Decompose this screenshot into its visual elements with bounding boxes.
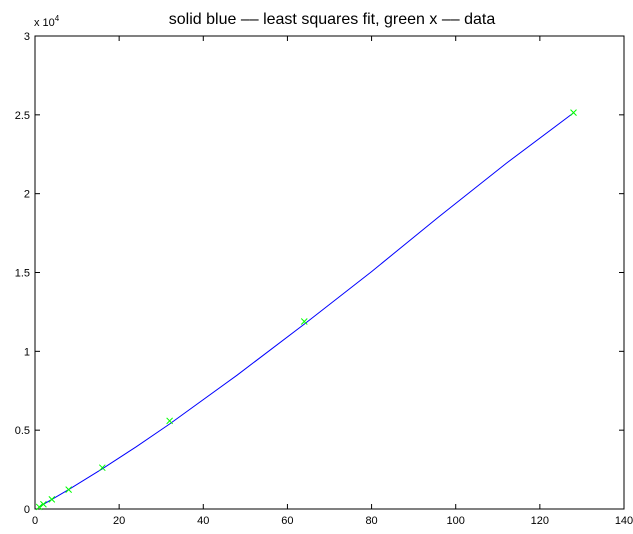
data-point-stroke (65, 486, 73, 493)
y-tick-label: 2.5 (15, 110, 30, 122)
data-point-stroke (300, 318, 308, 325)
x-tick-label: 20 (113, 515, 125, 527)
y-tick-label: 0.5 (15, 425, 30, 437)
x-tick-label: 80 (365, 515, 377, 527)
data-point-marker (65, 486, 73, 493)
data-point-stroke (570, 109, 577, 116)
x-axis: 0 20 40 60 80 100 120 140 (32, 36, 633, 527)
x-tick-label: 140 (615, 515, 633, 527)
data-point-stroke (98, 464, 106, 472)
x-tick-label: 0 (32, 515, 38, 527)
x-tick-label: 40 (197, 515, 209, 527)
data-point-marker (166, 417, 173, 425)
y-tick-label: 2 (24, 189, 30, 201)
data-point-stroke (40, 500, 47, 508)
y-axis-multiplier: x 104 (34, 14, 60, 29)
data-point-marker (98, 464, 106, 472)
x-tick-label: 60 (281, 515, 293, 527)
series-layer (35, 109, 577, 511)
data-point-marker (48, 496, 56, 503)
chart-title: solid blue –– least squares fit, green x… (169, 11, 496, 28)
y-tick-label: 1 (24, 346, 30, 358)
y-tick-label: 3 (24, 31, 30, 43)
y-tick-label: 1.5 (15, 268, 30, 280)
data-point-marker (570, 109, 577, 116)
y-tick-label: 0 (24, 504, 30, 516)
data-point-marker (35, 503, 43, 511)
x-tick-label: 100 (447, 515, 465, 527)
data-point-marker (40, 500, 47, 508)
data-point-stroke (35, 503, 43, 511)
x-tick-label: 120 (531, 515, 549, 527)
y-axis-multiplier-base: x 10 (34, 17, 55, 29)
data-point-marker (300, 318, 308, 325)
data-point-stroke (48, 496, 56, 503)
y-axis-multiplier-exponent: 4 (55, 14, 60, 23)
data-point-stroke (166, 417, 173, 425)
y-axis: 0 0.5 1 1.5 2 2.5 3 (15, 31, 624, 516)
